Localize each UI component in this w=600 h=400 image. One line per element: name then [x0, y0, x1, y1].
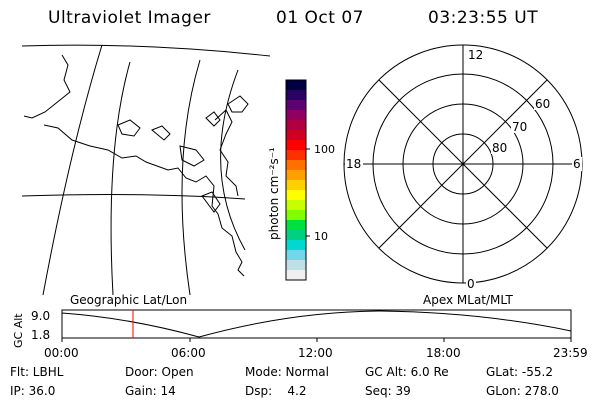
colorbar-band — [286, 140, 306, 151]
map-lat-line — [21, 44, 271, 57]
status-door: Door: Open — [125, 365, 194, 379]
colorbar-band — [286, 160, 306, 171]
map-lon-line — [181, 59, 201, 296]
timeline-y-bottom: 1.8 — [31, 328, 50, 342]
coastline — [23, 54, 71, 119]
colorbar — [286, 80, 306, 281]
island — [227, 95, 249, 113]
polar-mlt-0: 0 — [467, 277, 475, 291]
polar-mlt-12: 12 — [468, 48, 483, 62]
timeline-tick-3: 18:00 — [426, 346, 461, 360]
island — [179, 145, 205, 167]
polar-label-bg — [466, 278, 476, 291]
date-display: 01 Oct 07 — [276, 8, 364, 28]
map-lat-line — [21, 194, 246, 200]
polar-label-bg — [534, 97, 552, 110]
colorbar-band — [286, 270, 306, 281]
colorbar-unit-label: photon cm⁻²s⁻¹ — [267, 147, 281, 240]
timeline-right-label: Apex MLat/MLT — [423, 293, 513, 307]
island — [151, 125, 171, 141]
status-filter: Flt: LBHL — [10, 365, 64, 379]
polar-mlt-18: 18 — [346, 157, 361, 171]
polar-lat-70: 70 — [512, 120, 527, 134]
timeline-y-top: 9.0 — [31, 309, 50, 323]
colorbar-band — [286, 120, 306, 131]
timeline-left-label: Geographic Lat/Lon — [70, 293, 187, 307]
polar-label-bg — [511, 120, 529, 133]
colorbar-tick-10: 10 — [314, 230, 328, 243]
polar-diagonal — [378, 79, 548, 249]
island — [205, 111, 221, 127]
status-gc-alt: GC Alt: 6.0 Re — [365, 365, 449, 379]
polar-lat-80: 80 — [492, 141, 507, 155]
polar-lat-60: 60 — [535, 97, 550, 111]
status-ip: IP: 36.0 — [10, 384, 56, 398]
colorbar-band — [286, 230, 306, 241]
map-lon-line — [42, 44, 103, 296]
colorbar-band — [286, 80, 306, 91]
colorbar-band — [286, 240, 306, 251]
app-title: Ultraviolet Imager — [48, 8, 211, 28]
colorbar-band — [286, 260, 306, 271]
status-glon: GLon: 278.0 — [486, 384, 559, 398]
colorbar-band — [286, 110, 306, 121]
polar-mlt-6: 6 — [573, 157, 581, 171]
timeline-tick-4: 23:59 — [553, 346, 588, 360]
colorbar-band — [286, 210, 306, 221]
colorbar-band — [286, 150, 306, 161]
colorbar-band — [286, 200, 306, 211]
colorbar-band — [286, 90, 306, 101]
timeline-axis-title: GC Alt — [12, 313, 25, 348]
coastline — [214, 109, 239, 197]
timeline-tick-2: 12:00 — [298, 346, 333, 360]
status-glat: GLat: -55.2 — [486, 365, 553, 379]
coastline — [43, 124, 245, 277]
colorbar-band — [286, 130, 306, 141]
altitude-curve — [61, 310, 572, 338]
timeline-x-ticks — [61, 338, 572, 342]
colorbar-band — [286, 190, 306, 201]
polar-label-bg — [572, 157, 582, 171]
colorbar-band — [286, 180, 306, 191]
polar-label-bg — [467, 48, 483, 62]
timeline-tick-1: 06:00 — [171, 346, 206, 360]
polar-label-bg — [345, 157, 363, 171]
status-mode: Mode: Normal — [245, 365, 329, 379]
island — [201, 191, 221, 213]
colorbar-band — [286, 170, 306, 181]
colorbar-band — [286, 250, 306, 261]
map-lon-line — [110, 61, 131, 296]
colorbar-tick-100: 100 — [314, 143, 335, 156]
colorbar-band — [286, 220, 306, 231]
timeline-tick-0: 00:00 — [44, 346, 79, 360]
colorbar-band — [286, 100, 306, 111]
status-dsp: Dsp: 4.2 — [245, 384, 307, 398]
polar-label-bg — [491, 141, 509, 154]
status-seq: Seq: 39 — [365, 384, 411, 398]
colorbar-frame — [285, 79, 307, 281]
time-display: 03:23:55 UT — [428, 8, 539, 28]
status-gain: Gain: 14 — [125, 384, 176, 398]
polar-plot — [343, 44, 583, 284]
island — [117, 119, 141, 137]
map-lon-line — [220, 69, 246, 251]
